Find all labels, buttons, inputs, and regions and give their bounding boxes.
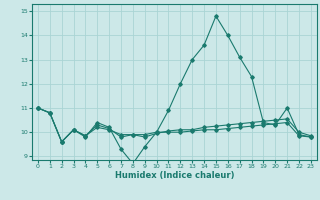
X-axis label: Humidex (Indice chaleur): Humidex (Indice chaleur)	[115, 171, 234, 180]
